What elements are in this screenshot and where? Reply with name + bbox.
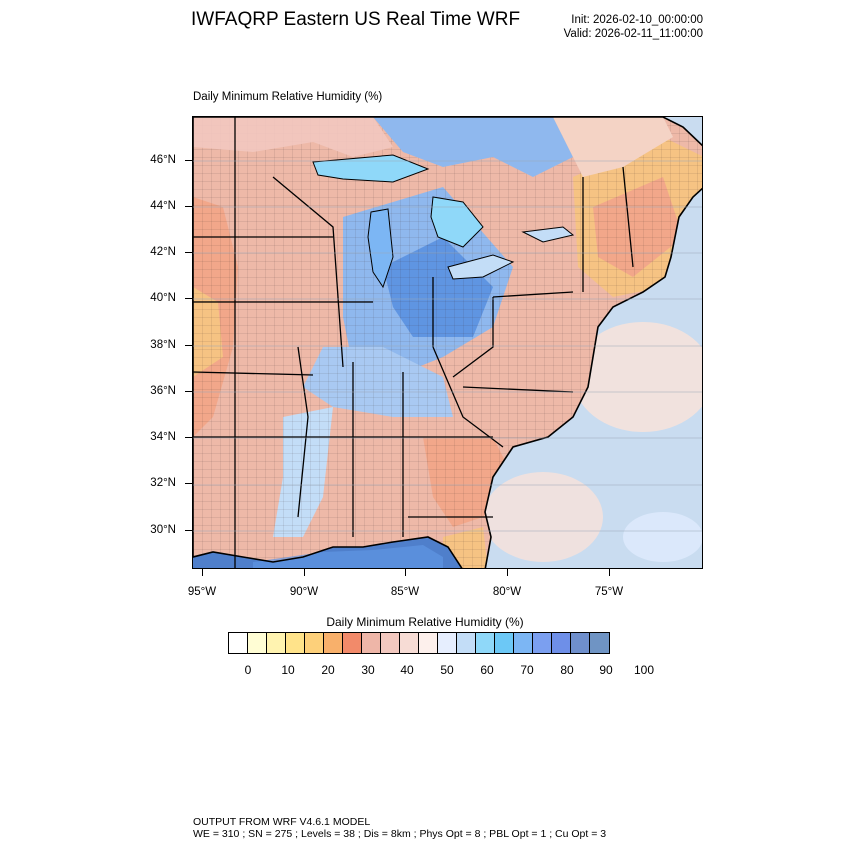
state-borders bbox=[193, 117, 634, 568]
colorbar-label: 0 bbox=[244, 663, 252, 677]
colorbar-swatch bbox=[533, 633, 552, 653]
lat-label-30n: 30°N bbox=[150, 524, 176, 536]
colorbar-swatch bbox=[419, 633, 438, 653]
colorbar-swatch bbox=[495, 633, 514, 653]
lon-label-90w: 90°W bbox=[289, 586, 319, 598]
lon-label-95w: 95°W bbox=[187, 586, 217, 598]
lake-erie bbox=[447, 254, 515, 280]
lat-tick bbox=[185, 345, 192, 346]
colorbar-title: Daily Minimum Relative Humidity (%) bbox=[326, 615, 524, 629]
lake-michigan bbox=[367, 208, 394, 289]
lon-tick bbox=[507, 569, 508, 576]
lon-label-80w: 80°W bbox=[492, 586, 522, 598]
footer-config-line: WE = 310 ; SN = 275 ; Levels = 38 ; Dis … bbox=[193, 828, 607, 840]
quebec-region bbox=[553, 117, 673, 177]
colorbar-swatch bbox=[343, 633, 362, 653]
lat-tick bbox=[185, 437, 192, 438]
colorbar-label: 80 bbox=[560, 663, 574, 677]
colorbar-label: 70 bbox=[520, 663, 534, 677]
colorbar bbox=[228, 632, 610, 654]
offshore-dry-patch-south bbox=[483, 472, 603, 562]
offshore-moist-patch bbox=[623, 512, 702, 562]
lake-ontario bbox=[521, 226, 575, 243]
colorbar-swatch bbox=[381, 633, 400, 653]
lat-tick bbox=[185, 206, 192, 207]
colorbar-swatch bbox=[552, 633, 571, 653]
lat-tick bbox=[185, 530, 192, 531]
colorbar-swatch bbox=[590, 633, 609, 653]
lon-label-85w: 85°W bbox=[390, 586, 420, 598]
colorbar-swatch bbox=[476, 633, 495, 653]
offshore-dry-patch bbox=[573, 322, 702, 432]
lat-tick bbox=[185, 160, 192, 161]
lat-label-40n: 40°N bbox=[150, 292, 176, 304]
lat-label-36n: 36°N bbox=[150, 385, 176, 397]
main-title: IWFAQRP Eastern US Real Time WRF bbox=[191, 9, 521, 30]
colorbar-swatch bbox=[362, 633, 381, 653]
colorbar-swatch bbox=[248, 633, 267, 653]
colorbar-swatch bbox=[286, 633, 305, 653]
colorbar-label: 20 bbox=[321, 663, 335, 677]
colorbar-swatch bbox=[305, 633, 324, 653]
relative-humidity-map bbox=[193, 117, 702, 568]
colorbar-swatch bbox=[229, 633, 248, 653]
lake-huron bbox=[430, 196, 484, 248]
lon-label-75w: 75°W bbox=[594, 586, 624, 598]
lat-label-32n: 32°N bbox=[150, 477, 176, 489]
map-panel bbox=[192, 116, 703, 569]
colorbar-swatch bbox=[514, 633, 533, 653]
init-time: Init: 2026-02-10_00:00:00 bbox=[571, 14, 703, 26]
colorbar-label: 60 bbox=[480, 663, 494, 677]
colorbar-label: 40 bbox=[400, 663, 414, 677]
lon-tick bbox=[609, 569, 610, 576]
colorbar-swatch bbox=[571, 633, 590, 653]
graticule bbox=[193, 160, 702, 532]
lat-tick bbox=[185, 483, 192, 484]
lat-label-42n: 42°N bbox=[150, 246, 176, 258]
colorbar-swatch bbox=[400, 633, 419, 653]
colorbar-swatch bbox=[267, 633, 286, 653]
lon-tick bbox=[202, 569, 203, 576]
lon-tick bbox=[304, 569, 305, 576]
lat-tick bbox=[185, 298, 192, 299]
lat-tick bbox=[185, 252, 192, 253]
footer-model-line: OUTPUT FROM WRF V4.6.1 MODEL bbox=[193, 816, 371, 828]
lake-superior bbox=[312, 154, 430, 183]
map-title: Daily Minimum Relative Humidity (%) bbox=[193, 91, 383, 103]
lat-label-46n: 46°N bbox=[150, 154, 176, 166]
colorbar-swatch bbox=[324, 633, 343, 653]
canada-region bbox=[193, 117, 393, 157]
colorbar-label: 10 bbox=[281, 663, 295, 677]
gulf-nearshore bbox=[253, 545, 443, 568]
lon-tick bbox=[405, 569, 406, 576]
colorbar-label: 100 bbox=[633, 663, 655, 677]
colorbar-label: 50 bbox=[440, 663, 454, 677]
colorbar-label: 30 bbox=[361, 663, 375, 677]
lat-label-34n: 34°N bbox=[150, 431, 176, 443]
valid-time: Valid: 2026-02-11_11:00:00 bbox=[563, 28, 703, 40]
lat-tick bbox=[185, 391, 192, 392]
lat-label-44n: 44°N bbox=[150, 200, 176, 212]
lat-label-38n: 38°N bbox=[150, 339, 176, 351]
ontario-moist-region bbox=[373, 117, 573, 177]
colorbar-label: 90 bbox=[599, 663, 613, 677]
colorbar-swatch bbox=[438, 633, 457, 653]
colorbar-swatch bbox=[457, 633, 476, 653]
